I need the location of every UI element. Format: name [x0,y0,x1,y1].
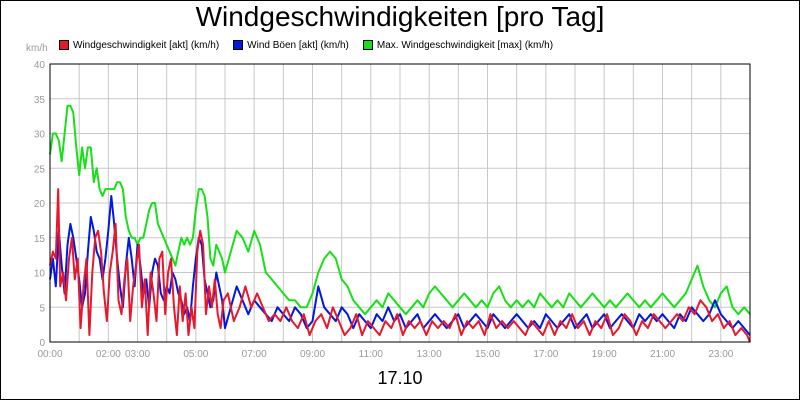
y-tick-label: 35 [34,95,46,106]
legend-label-max: Max. Windgeschwindigkeit [max] (km/h) [376,39,554,51]
series-line-0 [49,188,751,343]
chart-title: Windgeschwindigkeiten [pro Tag] [195,1,605,32]
x-tick-label: 03:00 [125,349,150,360]
x-tick-label: 15:00 [475,349,500,360]
x-tick-label: 13:00 [417,349,442,360]
legend-swatch-akt [59,40,69,50]
series-lines [49,104,751,343]
x-tick-label: 07:00 [242,349,267,360]
x-tick-label: 11:00 [359,349,384,360]
y-tick-label: 5 [39,303,45,314]
x-tick-labels: 00:00 02:00 03:00 05:00 07:00 09:00 11:00 13:00… [37,349,733,360]
legend-label-boeen: Wind Böen [akt] (km/h) [247,39,349,51]
legend-item-boeen: Wind Böen [akt] (km/h) [233,40,349,51]
legend: Windgeschwindigkeit [akt] (km/h) Wind Bö… [59,38,567,52]
legend-item-max: Max. Windgeschwindigkeit [max] (km/h) [362,39,554,51]
series-line-2 [49,104,751,316]
y-tick-label: 15 [34,234,46,245]
x-tick-label: 19:00 [592,349,617,360]
x-tick-label: 09:00 [300,349,325,360]
y-axis-unit: km/h [26,43,48,54]
legend-swatch-max [362,40,373,50]
y-tick-label: 30 [34,130,46,141]
x-tick-label: 21:00 [650,349,675,360]
x-axis-date-label: 17.10 [377,368,423,388]
x-tick-label: 23:00 [708,349,733,360]
x-tick-label: 17:00 [533,349,558,360]
legend-label-akt: Windgeschwindigkeit [akt] (km/h) [73,39,220,51]
y-tick-label: 25 [34,164,46,175]
y-tick-label: 40 [34,60,46,71]
legend-item-akt: Windgeschwindigkeit [akt] (km/h) [59,40,219,51]
x-tick-label: 00:00 [37,349,62,360]
plot-border [49,63,751,343]
y-tick-label: 20 [34,199,46,210]
y-tick-label: 0 [39,338,45,349]
x-tick-label: 05:00 [183,349,208,360]
x-tick-label: 02:00 [96,349,121,360]
legend-swatch-boeen [233,40,244,50]
y-tick-labels: 0 5 10 15 20 25 30 35 40 [34,60,46,349]
y-tick-label: 10 [34,269,46,280]
